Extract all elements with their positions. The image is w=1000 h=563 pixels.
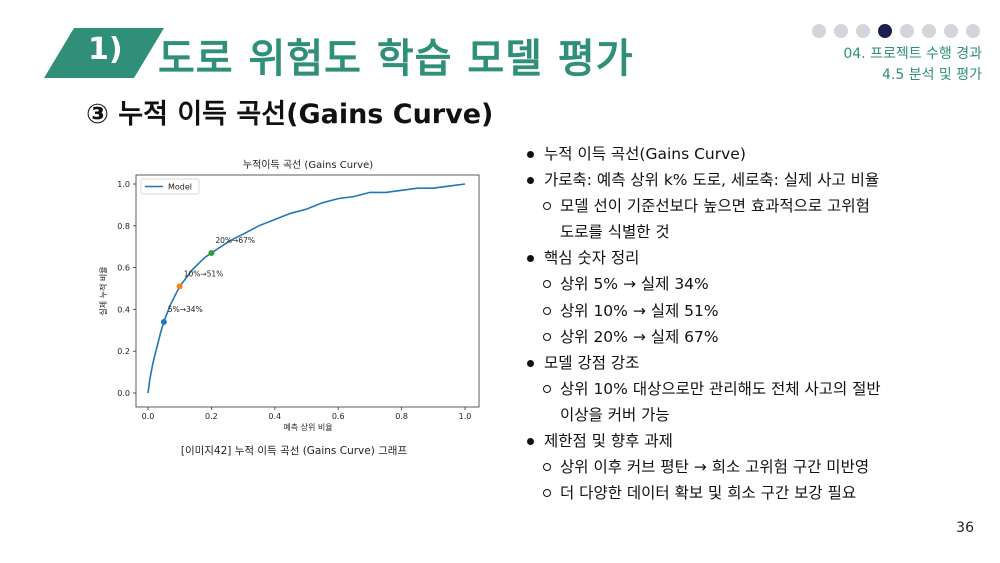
sub-bullet-item: 상위 5% → 실제 34% [524,271,994,297]
legend-label: Model [168,183,192,192]
series-line-model [147,183,466,394]
progress-dot [922,24,936,38]
y-tick-label: 0.4 [117,305,130,314]
x-tick-label: 0.0 [142,412,155,421]
point-annotation: 20%→67% [215,236,255,245]
highlight-point [208,249,215,256]
progress-dot [812,24,826,38]
progress-dot [944,24,958,38]
bullet-item: 누적 이득 곡선(Gains Curve) [524,141,994,167]
progress-dot [966,24,980,38]
bullet-item: 모델 강점 강조 [524,350,994,376]
x-tick-label: 0.2 [205,412,218,421]
progress-dots [812,24,980,38]
section-number-banner: 1) [44,28,164,78]
page-number: 36 [956,520,974,536]
legend-box [140,178,200,195]
chart-caption: [이미지42] 누적 이득 곡선 (Gains Curve) 그래프 [180,445,408,457]
bullet-item: 핵심 숫자 정리 [524,245,994,271]
point-annotation: 10%→51% [184,269,224,278]
chart-title: 누적이득 곡선 (Gains Curve) [243,159,373,171]
gains-curve-chart: 누적이득 곡선 (Gains Curve) 0.0 0.2 0.4 0.6 0.8 1.0… [86,148,502,438]
section-label-sub: 4.5 분석 및 평가 [881,67,982,83]
progress-dot [856,24,870,38]
bullet-item: 가로축: 예측 상위 k% 도로, 세로축: 실제 사고 비율 [524,167,994,193]
sub-bullet-item: 상위 이후 커브 평탄 → 희소 고위험 구간 미반영 [524,454,994,480]
sub-bullet-item: 더 다양한 데이터 확보 및 희소 구간 보강 필요 [524,480,994,506]
sub-bullet-item: 상위 20% → 실제 67% [524,324,994,350]
x-tick-label: 0.6 [332,412,345,421]
section-number: 1) [88,32,123,67]
sub-bullet-item: 상위 10% 대상으로만 관리해도 전체 사고의 절반 [524,376,994,402]
sub-bullet-item: 상위 10% → 실제 51% [524,298,994,324]
bullet-list: 누적 이득 곡선(Gains Curve) 가로축: 예측 상위 k% 도로, 세… [524,141,994,506]
page-title: 도로 위험도 학습 모델 평가 [158,36,634,82]
progress-dot-active [878,24,892,38]
section-label-chapter: 04. 프로젝트 수행 경과 [843,46,982,62]
chart-svg: 누적이득 곡선 (Gains Curve) 0.0 0.2 0.4 0.6 0.8 1.0… [98,159,480,432]
x-tick-label: 1.0 [459,412,472,421]
bullet-continuation: 이상을 커버 가능 [560,405,670,424]
section-label: 04. 프로젝트 수행 경과 4.5 분석 및 평가 [843,44,982,86]
bullet-item: 제한점 및 향후 과제 [524,428,994,454]
x-tick-label: 0.8 [395,412,408,421]
x-axis-label: 예측 상위 비율 [283,422,332,432]
highlight-point [160,318,167,325]
y-tick-label: 0.6 [117,264,130,273]
plot-area [135,174,480,408]
highlight-point [176,283,183,290]
point-annotation: 5%→34% [168,305,203,314]
y-axis-label: 실제 누적 비율 [98,266,108,315]
subtitle: ③ 누적 이득 곡선(Gains Curve) [86,99,494,130]
x-tick-label: 0.4 [268,412,281,421]
y-tick-label: 1.0 [117,180,130,189]
y-tick-label: 0.2 [117,347,130,356]
y-tick-label: 0.8 [117,222,130,231]
bullet-continuation: 도로를 식별한 것 [560,223,670,242]
y-tick-label: 0.0 [117,389,130,398]
chart-legend: Model [140,178,200,195]
progress-dot [834,24,848,38]
sub-bullet-item: 모델 선이 기준선보다 높으면 효과적으로 고위험 [524,193,994,219]
progress-dot [900,24,914,38]
